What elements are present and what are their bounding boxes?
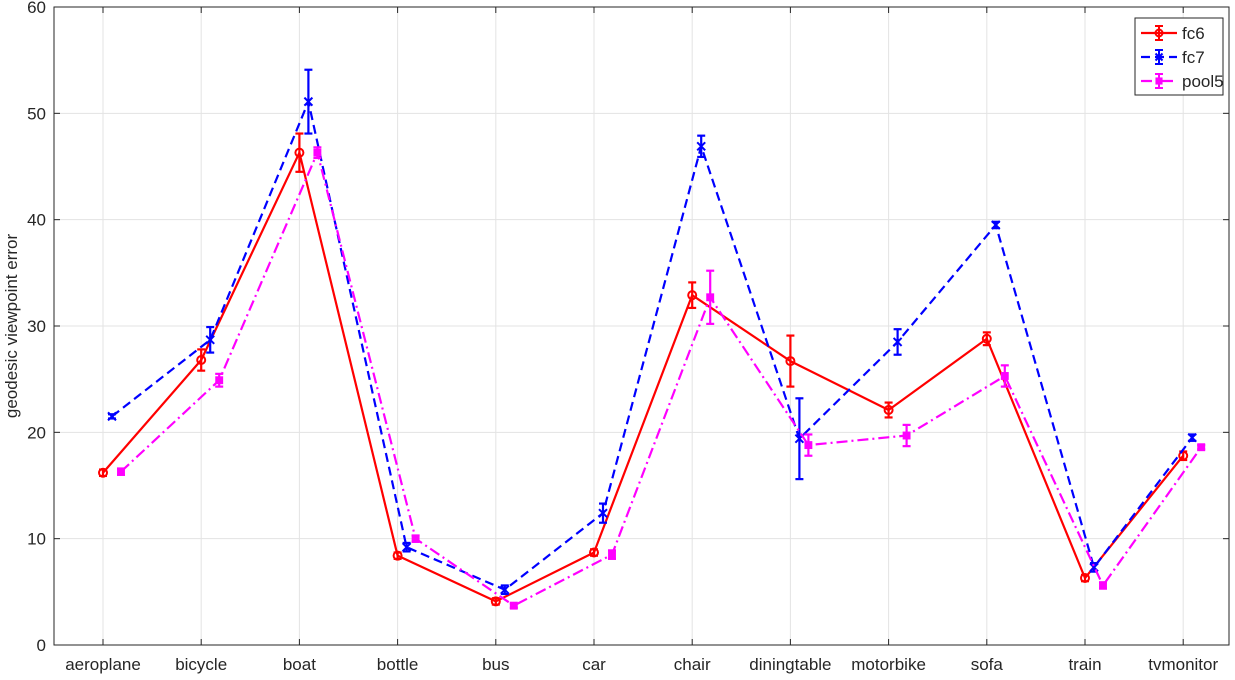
data-point	[1187, 432, 1197, 443]
x-tick-label: train	[1068, 655, 1101, 674]
data-point	[589, 547, 599, 558]
legend-label: pool5	[1182, 72, 1224, 91]
data-point	[392, 550, 403, 561]
x-tick-label: bicycle	[175, 655, 227, 674]
x-tick-label: aeroplane	[65, 655, 141, 674]
data-point	[598, 508, 608, 518]
y-tick-label: 40	[27, 211, 46, 230]
data-point	[107, 411, 117, 422]
legend-item-pool5: pool5	[1141, 72, 1224, 91]
data-point	[509, 601, 518, 610]
y-tick-label: 10	[27, 530, 46, 549]
data-point	[205, 335, 215, 345]
data-point	[1178, 450, 1189, 461]
y-tick-label: 20	[27, 423, 46, 442]
series-pool5	[117, 146, 1206, 610]
data-point	[892, 337, 903, 347]
x-tick-label: chair	[674, 655, 711, 674]
data-point	[196, 355, 207, 366]
x-tick-label: diningtable	[749, 655, 831, 674]
data-point	[1197, 443, 1206, 452]
data-point	[687, 290, 698, 301]
y-tick-label: 60	[27, 0, 46, 17]
series-line	[111, 100, 1194, 591]
x-tick-label: bottle	[377, 655, 419, 674]
y-tick-label: 30	[27, 317, 46, 336]
data-point	[303, 96, 314, 107]
data-point	[313, 148, 322, 157]
legend-label: fc7	[1182, 48, 1205, 67]
error-bar	[688, 281, 697, 310]
legend-item-fc6: fc6	[1141, 24, 1205, 43]
data-point	[991, 220, 1001, 230]
error-bar	[786, 334, 795, 388]
x-tick-label: tvmonitor	[1148, 655, 1218, 674]
data-point	[411, 534, 420, 543]
data-point	[1099, 581, 1107, 590]
data-point	[706, 293, 715, 302]
x-tick-label: boat	[283, 655, 316, 674]
legend-item-fc7: fc7	[1141, 48, 1205, 67]
x-tick-label: motorbike	[851, 655, 926, 674]
data-point	[490, 596, 501, 607]
x-tick-label: sofa	[971, 655, 1004, 674]
data-point	[98, 467, 108, 478]
legend-label: fc6	[1182, 24, 1205, 43]
data-point	[1000, 372, 1009, 380]
grid	[54, 6, 1229, 646]
x-tick-label: bus	[482, 655, 509, 674]
data-point	[883, 405, 894, 416]
series-line	[120, 151, 1203, 607]
data-point	[500, 584, 510, 595]
y-tick-label: 50	[27, 104, 46, 123]
data-point	[696, 141, 706, 152]
data-point	[401, 542, 412, 552]
data-point	[215, 376, 224, 385]
data-point	[1080, 573, 1090, 584]
x-tick-label: car	[582, 655, 606, 674]
data-point	[1155, 77, 1163, 85]
data-point	[1154, 28, 1164, 38]
y-tick-label: 0	[37, 636, 46, 655]
series-fc7	[107, 68, 1197, 596]
legend: fc6 fc7 pool5	[1134, 17, 1224, 96]
data-point	[1154, 52, 1164, 62]
data-point	[785, 356, 796, 367]
data-point	[294, 147, 305, 158]
data-point	[117, 467, 125, 476]
data-point	[804, 441, 813, 450]
data-point	[902, 431, 911, 440]
data-point	[981, 333, 992, 344]
error-bar	[295, 132, 304, 173]
data-point	[608, 550, 616, 559]
error-bar	[197, 348, 206, 372]
series-layer	[98, 68, 1206, 610]
y-axis-label: geodesic viewpoint error	[2, 234, 21, 419]
